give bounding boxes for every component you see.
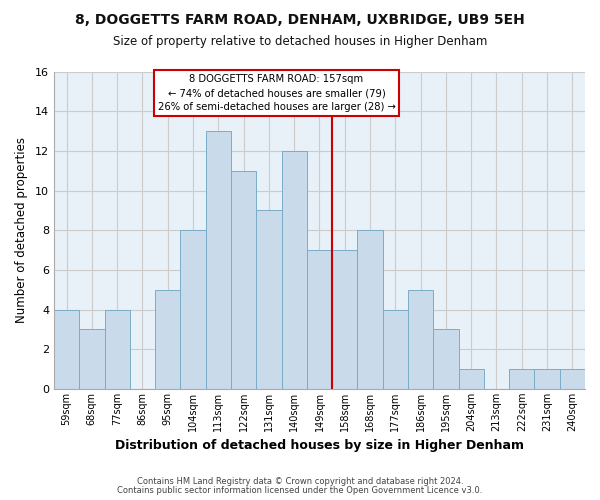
- Bar: [535, 369, 560, 389]
- Bar: [54, 310, 79, 389]
- Text: 8 DOGGETTS FARM ROAD: 157sqm
← 74% of detached houses are smaller (79)
26% of se: 8 DOGGETTS FARM ROAD: 157sqm ← 74% of de…: [158, 74, 395, 112]
- Bar: [307, 250, 332, 389]
- Bar: [560, 369, 585, 389]
- Bar: [256, 210, 281, 389]
- Text: Contains public sector information licensed under the Open Government Licence v3: Contains public sector information licen…: [118, 486, 482, 495]
- Bar: [206, 131, 231, 389]
- X-axis label: Distribution of detached houses by size in Higher Denham: Distribution of detached houses by size …: [115, 440, 524, 452]
- Text: Size of property relative to detached houses in Higher Denham: Size of property relative to detached ho…: [113, 35, 487, 48]
- Bar: [155, 290, 181, 389]
- Bar: [408, 290, 433, 389]
- Bar: [358, 230, 383, 389]
- Bar: [433, 330, 458, 389]
- Bar: [281, 151, 307, 389]
- Bar: [79, 330, 104, 389]
- Bar: [104, 310, 130, 389]
- Bar: [509, 369, 535, 389]
- Bar: [332, 250, 358, 389]
- Bar: [458, 369, 484, 389]
- Text: 8, DOGGETTS FARM ROAD, DENHAM, UXBRIDGE, UB9 5EH: 8, DOGGETTS FARM ROAD, DENHAM, UXBRIDGE,…: [75, 12, 525, 26]
- Bar: [231, 170, 256, 389]
- Bar: [181, 230, 206, 389]
- Bar: [383, 310, 408, 389]
- Text: Contains HM Land Registry data © Crown copyright and database right 2024.: Contains HM Land Registry data © Crown c…: [137, 477, 463, 486]
- Y-axis label: Number of detached properties: Number of detached properties: [15, 137, 28, 323]
